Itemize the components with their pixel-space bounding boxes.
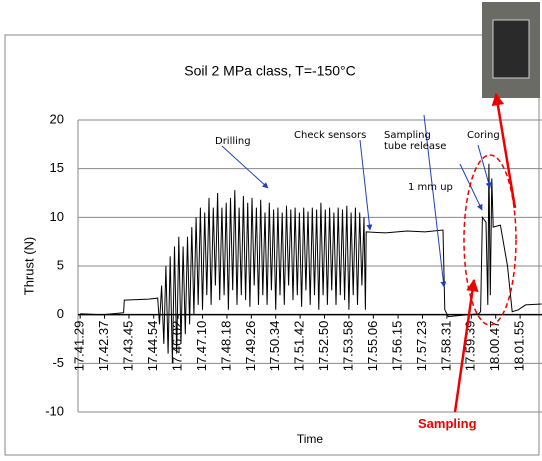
x-tick-label: 17.56.15 [390,321,405,372]
x-tick-label: 17.51.42 [292,321,307,372]
annotation: Sampling tube release [384,130,447,152]
x-tick-label: 18.01.55 [512,321,527,372]
y-tick-label: -5 [52,355,64,370]
arrow [359,139,373,231]
y-tick-label: 20 [50,111,64,126]
chart-title: Soil 2 MPa class, T=-150°C [184,63,355,79]
y-tick-label: -10 [45,403,64,418]
chart-border [4,34,540,456]
plot: -10 -5 0 5 10 15 20 17.41.29 17.42.37 17.43.45 17.… [45,111,542,418]
x-tick-label: 17.49.26 [243,321,258,372]
annotation: Sampling [418,416,477,431]
data-line [80,163,542,364]
annotation: 1 mm up [408,182,453,193]
annotation: Drilling [215,136,251,147]
x-tick-label: 17.48.18 [218,321,233,372]
x-tick-label: 17.43.45 [120,321,135,372]
x-tick-label: 17.42.37 [96,321,111,372]
y-tick-label: 10 [50,209,64,224]
y-axis-label: Thrust (N) [21,237,36,296]
x-tick-label: 17.53.58 [340,321,355,372]
arrow [423,114,447,288]
y-tick-label: 15 [50,160,64,175]
x-tick-label: 17.47.10 [194,321,209,372]
y-tick-label: 0 [57,306,64,321]
arrow [459,163,483,211]
annotation: Check sensors [294,130,367,141]
arrow [453,278,479,413]
x-tick-label: 17.55.06 [365,321,380,372]
arrow [221,145,269,189]
y-tick-label: 5 [57,257,64,272]
highlight-ellipse [463,154,517,326]
photo-device [492,19,530,79]
x-tick-label: 18.00.47 [487,321,502,372]
x-tick-label: 17.52.50 [316,321,331,372]
arrow [491,92,517,209]
x-tick-label: 17.57.23 [414,321,429,372]
annotation: Coring [467,130,500,141]
x-tick-label: 17.41.29 [72,321,87,372]
x-tick-label: 17.50.34 [267,321,282,372]
x-tick-label: 17.44.54 [145,321,160,372]
x-tick-label: 17.58.31 [438,321,453,372]
arrow [477,144,492,189]
x-axis-label: Time [297,432,324,446]
